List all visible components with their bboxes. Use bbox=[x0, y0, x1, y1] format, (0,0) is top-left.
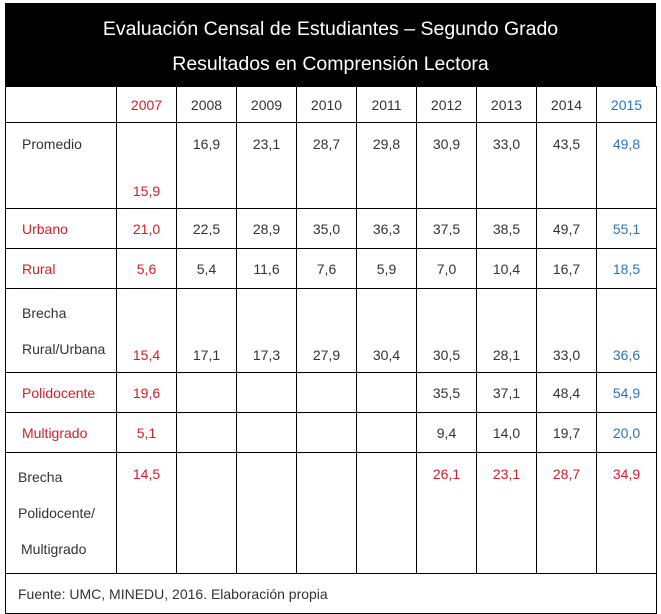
table-cell: 21,0 bbox=[116, 208, 177, 249]
year-header: 2014 bbox=[536, 86, 597, 123]
table-cell: 36,6 bbox=[596, 288, 657, 373]
table-cell: 37,1 bbox=[476, 372, 537, 413]
table-cell: 28,9 bbox=[236, 208, 297, 249]
header-row: 2007 2008 2009 2010 2011 2012 2013 2014 … bbox=[5, 86, 657, 123]
table-cell: 14,0 bbox=[476, 412, 537, 453]
table-cell: 15,4 bbox=[116, 288, 177, 373]
table-cell: 43,5 bbox=[536, 122, 597, 209]
table-cell: 26,1 bbox=[416, 452, 477, 574]
table-cell: 19,6 bbox=[116, 372, 177, 413]
year-header: 2008 bbox=[176, 86, 237, 123]
table-cell: 14,5 bbox=[116, 452, 177, 574]
row-label-line: Polidocente/ bbox=[18, 505, 96, 521]
table-cell: 30,9 bbox=[416, 122, 477, 209]
table-cell bbox=[296, 372, 357, 413]
table-cell: 10,4 bbox=[476, 248, 537, 289]
table-cell: 38,5 bbox=[476, 208, 537, 249]
table-cell: 5,9 bbox=[356, 248, 417, 289]
table-cell bbox=[296, 412, 357, 453]
table-cell bbox=[176, 412, 237, 453]
year-header: 2007 bbox=[116, 86, 177, 123]
table-cell: 5,4 bbox=[176, 248, 237, 289]
table-row-rural: Rural 5,6 5,4 11,6 7,6 5,9 7,0 10,4 16,7… bbox=[5, 248, 657, 289]
table-cell bbox=[236, 372, 297, 413]
table-row-urbano: Urbano 21,0 22,5 28,9 35,0 36,3 37,5 38,… bbox=[5, 208, 657, 249]
row-label-line: Rural/Urbana bbox=[22, 340, 106, 357]
table-row-polidocente: Polidocente 19,6 35,5 37,1 48,4 54,9 bbox=[5, 372, 657, 413]
table-cell bbox=[176, 372, 237, 413]
year-header: 2010 bbox=[296, 86, 357, 123]
row-label: Polidocente bbox=[5, 372, 117, 413]
table-cell bbox=[236, 452, 297, 574]
table-row-promedio: Promedio 15,9 16,9 23,1 28,7 29,8 30,9 3… bbox=[5, 122, 657, 209]
table-cell: 49,8 bbox=[596, 122, 657, 209]
table-cell: 5,6 bbox=[116, 248, 177, 289]
year-header: 2009 bbox=[236, 86, 297, 123]
table-cell bbox=[356, 372, 417, 413]
table-cell: 19,7 bbox=[536, 412, 597, 453]
table-cell: 15,9 bbox=[116, 122, 177, 209]
row-label: Brecha Polidocente/ Multigrado bbox=[5, 452, 117, 574]
table-cell bbox=[356, 412, 417, 453]
table-cell: 30,5 bbox=[416, 288, 477, 373]
table-cell bbox=[176, 452, 237, 574]
header-empty-cell bbox=[5, 86, 117, 123]
table-cell: 22,5 bbox=[176, 208, 237, 249]
year-header: 2011 bbox=[356, 86, 417, 123]
table-cell: 33,0 bbox=[476, 122, 537, 209]
row-label: Rural bbox=[5, 248, 117, 289]
table-cell: 28,7 bbox=[536, 452, 597, 574]
title-line-2: Resultados en Comprensión Lectora bbox=[172, 53, 489, 75]
table-cell bbox=[236, 412, 297, 453]
year-header: 2015 bbox=[596, 86, 657, 123]
table-cell: 9,4 bbox=[416, 412, 477, 453]
table-cell: 33,0 bbox=[536, 288, 597, 373]
table-cell: 55,1 bbox=[596, 208, 657, 249]
table-cell bbox=[296, 452, 357, 574]
row-label: Promedio bbox=[5, 122, 117, 209]
table-cell: 5,1 bbox=[116, 412, 177, 453]
table-cell: 20,0 bbox=[596, 412, 657, 453]
table-cell: 7,6 bbox=[296, 248, 357, 289]
table-cell: 35,0 bbox=[296, 208, 357, 249]
table-cell: 49,7 bbox=[536, 208, 597, 249]
table-cell: 54,9 bbox=[596, 372, 657, 413]
year-header: 2013 bbox=[476, 86, 537, 123]
table-cell: 18,5 bbox=[596, 248, 657, 289]
title-line-1: Evaluación Censal de Estudiantes – Segun… bbox=[102, 18, 559, 40]
table-cell: 7,0 bbox=[416, 248, 477, 289]
row-label: Urbano bbox=[5, 208, 117, 249]
table-cell: 17,1 bbox=[176, 288, 237, 373]
year-header: 2012 bbox=[416, 86, 477, 123]
row-label-line: Brecha bbox=[22, 304, 67, 321]
table-cell: 36,3 bbox=[356, 208, 417, 249]
table-cell: 29,8 bbox=[356, 122, 417, 209]
table-cell: 28,1 bbox=[476, 288, 537, 373]
table-cell: 17,3 bbox=[236, 288, 297, 373]
table-cell: 34,9 bbox=[596, 452, 657, 574]
table-cell: 16,9 bbox=[176, 122, 237, 209]
table-cell: 30,4 bbox=[356, 288, 417, 373]
table-row-multigrado: Multigrado 5,1 9,4 14,0 19,7 20,0 bbox=[5, 412, 657, 453]
row-label-line: Multigrado bbox=[21, 541, 87, 557]
table-row-brecha-rural-urbana: Brecha Rural/Urbana 15,4 17,1 17,3 27,9 … bbox=[5, 288, 657, 373]
table-title: Evaluación Censal de Estudiantes – Segun… bbox=[5, 3, 656, 86]
table-cell: 37,5 bbox=[416, 208, 477, 249]
table-cell: 48,4 bbox=[536, 372, 597, 413]
table-row-brecha-polidocente-multigrado: Brecha Polidocente/ Multigrado 14,5 26,1… bbox=[5, 452, 657, 574]
row-label: Brecha Rural/Urbana bbox=[5, 288, 117, 373]
results-table-container: Evaluación Censal de Estudiantes – Segun… bbox=[5, 3, 657, 614]
table-cell: 28,7 bbox=[296, 122, 357, 209]
table-cell bbox=[356, 452, 417, 574]
table-cell: 23,1 bbox=[236, 122, 297, 209]
row-label: Multigrado bbox=[5, 412, 117, 453]
table-cell: 16,7 bbox=[536, 248, 597, 289]
table-cell: 23,1 bbox=[476, 452, 537, 574]
results-table: 2007 2008 2009 2010 2011 2012 2013 2014 … bbox=[5, 86, 657, 614]
row-label-line: Brecha bbox=[18, 469, 63, 485]
table-cell: 11,6 bbox=[236, 248, 297, 289]
table-cell: 27,9 bbox=[296, 288, 357, 373]
table-cell: 35,5 bbox=[416, 372, 477, 413]
